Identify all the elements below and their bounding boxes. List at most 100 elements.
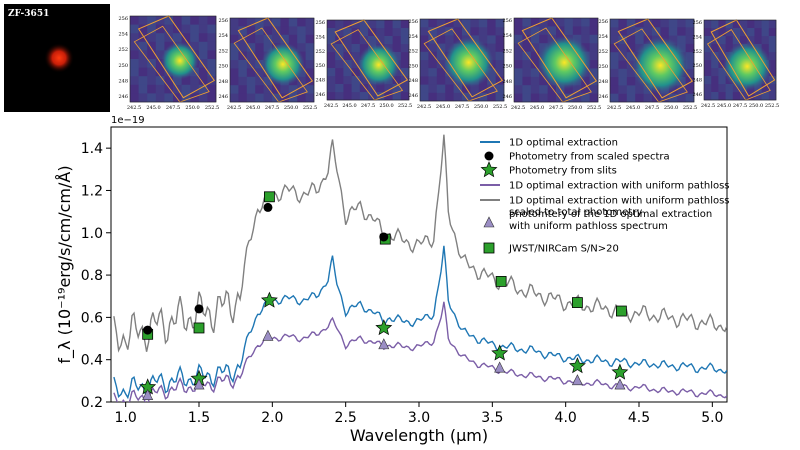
- thumb-y-tick: 256: [315, 20, 325, 26]
- galaxy-source-dot: [44, 43, 74, 73]
- slit-outline: [613, 28, 688, 103]
- thumb-y-tick: 254: [218, 33, 228, 39]
- thumb-x-tick: 242.5: [607, 105, 621, 111]
- offset-text: 1e−19: [111, 115, 145, 126]
- thumb-x-tick: 247.5: [455, 104, 469, 110]
- x-tick-label: 2.0: [261, 410, 283, 426]
- pathloss-triangle-marker: [262, 329, 274, 341]
- thumb-y-tick: 248: [692, 78, 702, 84]
- thumb-x-tick: 245.0: [246, 105, 260, 111]
- thumb-y-tick: 246: [408, 93, 418, 99]
- thumb-y-tick: 250: [118, 63, 128, 69]
- nircam-square-marker: [495, 276, 507, 287]
- x-axis-label: Wavelength (μm): [350, 426, 488, 445]
- galaxy-blob: [357, 43, 400, 87]
- legend-label: JWST/NIRCam S/N>20: [508, 244, 619, 255]
- slit-outline: [423, 28, 498, 102]
- nircam-square-marker: [193, 322, 205, 334]
- galaxy-blob: [537, 35, 592, 90]
- thumb-x-tick: 245.0: [530, 105, 544, 111]
- thumb-y-tick: 246: [315, 92, 325, 98]
- y-tick-label: 1.2: [81, 183, 103, 199]
- y-tick-label: 0.6: [81, 310, 103, 326]
- thumb-y-tick: 254: [408, 34, 418, 40]
- slit-star-marker: [611, 363, 629, 380]
- pathloss-triangle-marker: [142, 388, 154, 400]
- scaled-spectra-dot-marker: [379, 232, 389, 242]
- y-tick-label: 1.4: [81, 141, 103, 157]
- thumb-y-tick: 252: [408, 49, 418, 55]
- slit-outline: [427, 18, 504, 98]
- thumb-y-tick: 256: [598, 19, 608, 25]
- thumb-y-tick: 248: [118, 78, 128, 84]
- slit-star-marker: [491, 344, 509, 361]
- thumb-x-tick: 245.0: [717, 103, 731, 109]
- pathloss-triangle-marker: [494, 361, 506, 373]
- galaxy-blob: [443, 37, 494, 88]
- thumb-y-tick: 246: [692, 92, 702, 98]
- y-axis-label: f_λ (10⁻¹⁹erg/s/cm/cm/Å): [55, 165, 75, 363]
- thumb-y-tick: 254: [598, 34, 608, 40]
- thumb-y-tick: 250: [315, 63, 325, 69]
- legend-label: 1D optimal extraction with uniform pathl…: [509, 181, 730, 192]
- y-tick-label: 0.4: [81, 353, 103, 369]
- thumb-y-tick: 246: [218, 94, 228, 100]
- thumb-x-tick: 250.0: [474, 104, 488, 110]
- thumb-x-tick: 252.5: [587, 105, 601, 111]
- slit-outline: [233, 27, 308, 103]
- slit-outline: [237, 17, 314, 99]
- thumb-x-tick: 242.5: [227, 105, 241, 111]
- thumb-x-tick: 247.5: [361, 103, 375, 109]
- thumb-y-tick: 248: [315, 78, 325, 84]
- thumb-x-tick: 242.5: [701, 103, 715, 109]
- nircam-square-marker: [263, 191, 275, 203]
- thumb-x-tick: 242.5: [324, 103, 338, 109]
- x-tick-label: 1.5: [188, 410, 210, 426]
- thumb-x-tick: 252.5: [493, 104, 507, 110]
- source-image: ZF-3651: [4, 4, 110, 112]
- thumb-x-tick: 252.5: [683, 105, 697, 111]
- thumb-x-tick: 242.5: [127, 105, 141, 111]
- thumb-x-tick: 250.0: [284, 105, 298, 111]
- thumb-x-tick: 247.5: [733, 103, 747, 109]
- thumb-y-tick: 252: [692, 49, 702, 55]
- thumb-y-tick: 252: [118, 47, 128, 53]
- x-tick-label: 3.5: [481, 410, 503, 426]
- legend-label: Photometry from scaled spectra: [509, 152, 670, 163]
- slit-outline: [334, 19, 409, 97]
- thumb-y-tick: 256: [692, 20, 702, 26]
- legend-triangle-swatch: [483, 216, 495, 228]
- pathloss-triangle-marker: [571, 374, 583, 386]
- nircam-square-marker: [572, 297, 583, 308]
- thumb-y-tick: 250: [408, 63, 418, 69]
- thumb-x-tick: 252.5: [765, 103, 779, 109]
- x-tick-label: 3.0: [408, 410, 430, 426]
- legend-star-swatch: [480, 161, 498, 178]
- galaxy-blob: [722, 41, 772, 91]
- thumb-y-tick: 256: [218, 18, 228, 24]
- slit-outline: [710, 19, 776, 97]
- thumb-y-tick: 248: [502, 79, 512, 85]
- galaxy-blob: [160, 41, 199, 80]
- legend-label: with uniform pathloss spectrum: [509, 221, 668, 232]
- thumb-y-tick: 250: [692, 63, 702, 69]
- x-tick-label: 1.0: [115, 410, 137, 426]
- y-tick-label: 0.2: [81, 395, 103, 411]
- thumb-y-tick: 246: [598, 94, 608, 100]
- plot-frame: [110, 126, 728, 403]
- legend-square-swatch: [483, 242, 495, 254]
- slit-outline: [707, 29, 771, 101]
- thumb-y-tick: 256: [408, 19, 418, 25]
- thumb-y-tick: 254: [315, 34, 325, 40]
- thumb-y-tick: 250: [502, 64, 512, 70]
- galaxy-blob: [261, 42, 305, 87]
- pathloss-triangle-marker: [193, 378, 205, 390]
- thumb-x-tick: 245.0: [146, 105, 160, 111]
- legend-label: 1D optimal extraction with uniform pathl…: [509, 196, 730, 207]
- legend-label: photomtery of the 1D optimal extraction: [509, 209, 712, 220]
- x-tick-label: 5.0: [701, 410, 723, 426]
